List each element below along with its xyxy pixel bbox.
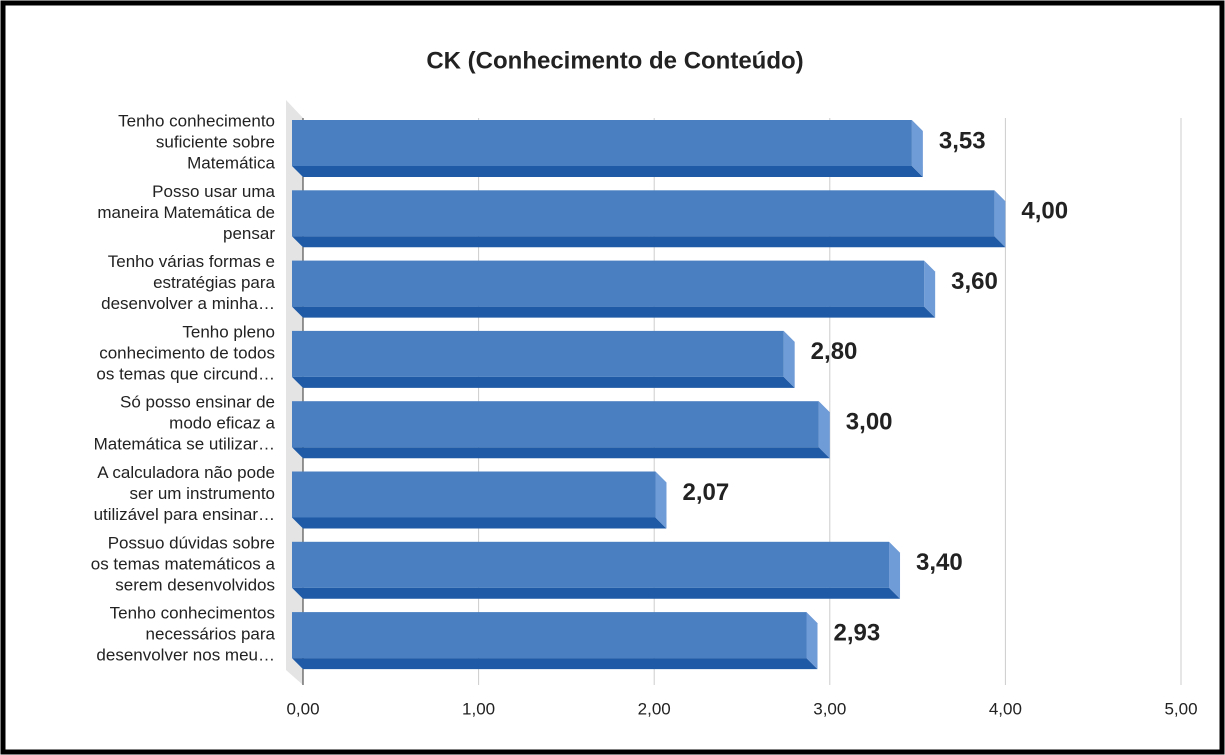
bar-bottom bbox=[292, 306, 936, 318]
bar-bottom bbox=[292, 376, 795, 388]
chart-wall bbox=[286, 100, 303, 685]
x-tick-label: 5,00 bbox=[1164, 699, 1197, 718]
bar bbox=[292, 541, 890, 588]
y-tick-label: pensar bbox=[223, 224, 275, 243]
bar bbox=[292, 471, 656, 518]
y-tick-label: Tenho conhecimento bbox=[118, 111, 275, 130]
bar-side bbox=[818, 401, 830, 459]
bar-bottom bbox=[292, 236, 1006, 248]
y-tick-label: Posso usar uma bbox=[152, 182, 275, 201]
bar-bottom bbox=[292, 587, 901, 599]
y-tick-label: suficiente sobre bbox=[156, 132, 275, 151]
bar-bottom bbox=[292, 658, 818, 670]
y-tick-label: Só posso ensinar de bbox=[120, 393, 275, 412]
y-tick-label: Tenho conhecimentos bbox=[110, 604, 275, 623]
y-tick-label: utilizável para ensinar… bbox=[94, 505, 275, 524]
bar-side bbox=[994, 190, 1006, 248]
bar bbox=[292, 401, 819, 448]
y-tick-label: necessários para bbox=[146, 625, 276, 644]
x-tick-label: 3,00 bbox=[813, 699, 846, 718]
bar bbox=[292, 612, 807, 659]
y-tick-label: serem desenvolvidos bbox=[115, 575, 275, 594]
bar-side bbox=[783, 330, 795, 388]
y-tick-label: os temas que circund… bbox=[96, 364, 275, 383]
y-tick-label: os temas matemáticos a bbox=[91, 554, 276, 573]
y-tick-label: Tenho pleno bbox=[182, 322, 275, 341]
value-label: 3,00 bbox=[846, 409, 893, 436]
value-label: 3,60 bbox=[951, 268, 998, 295]
y-tick-label: modo eficaz a bbox=[169, 414, 275, 433]
y-tick-label: Matemática se utilizar… bbox=[94, 435, 275, 454]
value-label: 3,53 bbox=[939, 127, 986, 154]
value-label: 2,93 bbox=[834, 619, 881, 646]
value-label: 3,40 bbox=[916, 549, 963, 576]
value-label: 2,80 bbox=[811, 338, 858, 365]
bar-bottom bbox=[292, 447, 830, 459]
x-tick-label: 1,00 bbox=[462, 699, 495, 718]
y-tick-label: Matemática bbox=[187, 153, 275, 172]
y-tick-label: Tenho várias formas e bbox=[108, 252, 275, 271]
bar-side bbox=[806, 612, 818, 670]
bar-side bbox=[924, 260, 936, 318]
value-label: 4,00 bbox=[1021, 198, 1068, 225]
chart-title: CK (Conhecimento de Conteúdo) bbox=[426, 47, 803, 74]
bar-side bbox=[911, 120, 923, 177]
y-tick-label: desenvolver a minha… bbox=[101, 294, 275, 313]
y-tick-label: Possuo dúvidas sobre bbox=[108, 533, 275, 552]
y-tick-label: conhecimento de todos bbox=[99, 343, 275, 362]
y-tick-label: ser um instrumento bbox=[130, 484, 276, 503]
bar-bottom bbox=[292, 517, 667, 529]
bar bbox=[292, 330, 784, 377]
bar-side bbox=[889, 541, 901, 599]
bar bbox=[292, 260, 925, 307]
y-tick-label: A calculadora não pode bbox=[97, 463, 275, 482]
y-tick-label: maneira Matemática de bbox=[97, 203, 275, 222]
x-tick-label: 0,00 bbox=[286, 699, 319, 718]
y-tick-label: desenvolver nos meu… bbox=[96, 646, 275, 665]
bar bbox=[292, 120, 912, 166]
bar bbox=[292, 190, 995, 237]
bar-bottom bbox=[292, 166, 923, 177]
y-tick-label: estratégias para bbox=[153, 273, 275, 292]
value-label: 2,07 bbox=[682, 479, 729, 506]
x-tick-label: 2,00 bbox=[638, 699, 671, 718]
bar-side bbox=[655, 471, 667, 529]
x-tick-label: 4,00 bbox=[989, 699, 1022, 718]
